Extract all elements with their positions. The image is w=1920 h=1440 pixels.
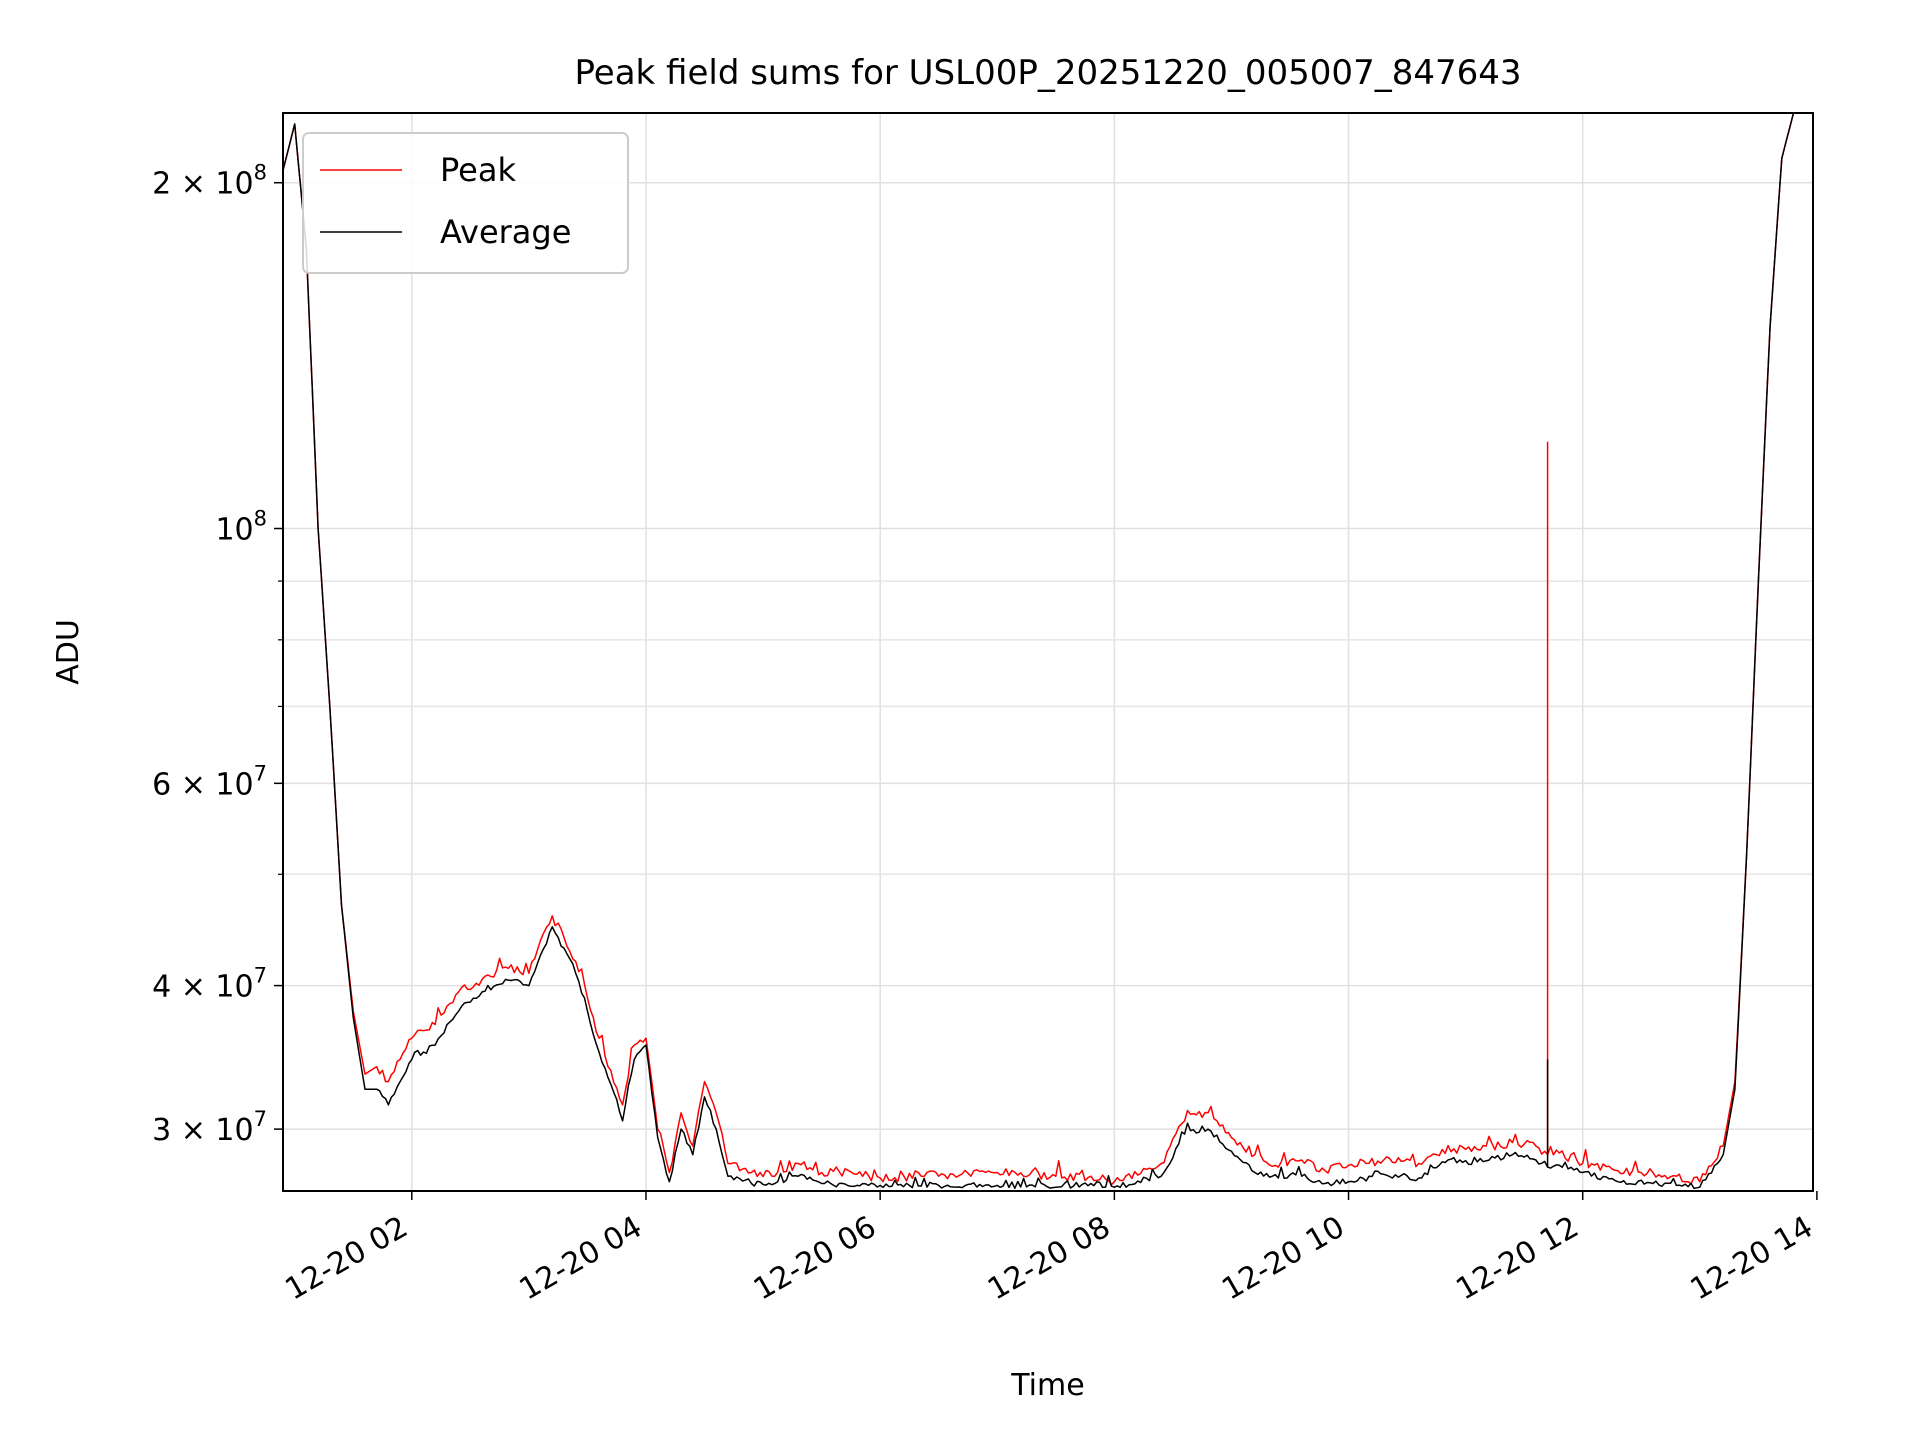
y-tick-label: 108 xyxy=(215,507,267,548)
y-axis-label: ADU xyxy=(51,619,86,685)
y-tick-label-base: 3 × 10 xyxy=(152,1113,253,1148)
y-tick-label-base: 4 × 10 xyxy=(152,970,253,1005)
legend: Peak Average xyxy=(302,132,629,274)
plot-area-frame xyxy=(282,112,1814,1192)
grid-lines xyxy=(283,113,1813,1191)
y-tick-label: 2 × 108 xyxy=(152,161,267,202)
series-line-average xyxy=(283,113,1806,1190)
y-tick-label-base: 2 × 10 xyxy=(152,167,253,202)
y-tick-label-base: 6 × 10 xyxy=(152,767,253,802)
x-axis-label: Time xyxy=(1010,1368,1084,1403)
legend-label-peak: Peak xyxy=(440,151,516,189)
series-line-peak xyxy=(283,113,1806,1186)
legend-label-average: Average xyxy=(440,213,571,251)
y-tick-label-exponent: 7 xyxy=(254,1107,267,1131)
y-tick-label-exponent: 7 xyxy=(254,964,267,988)
y-tick-label-base: 10 xyxy=(215,513,253,548)
series-layer xyxy=(283,113,1806,1190)
legend-box xyxy=(302,132,629,274)
y-tick-label: 3 × 107 xyxy=(152,1107,267,1148)
y-tick-label-exponent: 8 xyxy=(254,161,267,185)
y-tick-label: 6 × 107 xyxy=(152,761,267,802)
y-tick-label-exponent: 8 xyxy=(254,507,267,531)
chart-title: Peak field sums for USL00P_20251220_0050… xyxy=(575,53,1522,93)
y-tick-label-exponent: 7 xyxy=(254,761,267,785)
y-tick-label: 4 × 107 xyxy=(152,964,267,1005)
